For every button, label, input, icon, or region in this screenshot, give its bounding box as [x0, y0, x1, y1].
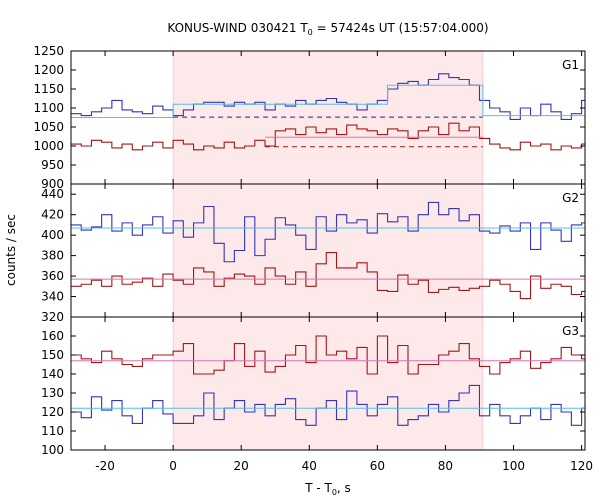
panel-g3: 100 110 120 130 140 150 160 G3 — [41, 316, 586, 457]
x-tick-label: -20 — [95, 459, 115, 473]
y-tick-label: 440 — [41, 187, 64, 201]
x-axis-label-subscript: 0 — [332, 488, 337, 497]
panel-g1: 900 950 1000 1050 1100 1150 1200 1250 G1 — [33, 44, 586, 191]
x-axis-label: T - T0, s — [304, 481, 351, 497]
y-tick-label: 160 — [41, 329, 64, 343]
panel-frame — [70, 316, 586, 451]
x-tick-label: 20 — [234, 459, 249, 473]
y-axis-label: counts / sec — [4, 214, 18, 286]
y-tick-label: 320 — [41, 310, 64, 324]
y-tick-label: 1250 — [33, 44, 64, 58]
x-tick-label: 0 — [169, 459, 177, 473]
y-tick-label: 380 — [41, 249, 64, 263]
panels: 900950100010501100115012001250G132034036… — [33, 44, 593, 473]
y-tick-label: 1050 — [33, 120, 64, 134]
x-axis-label-suffix: , s — [337, 481, 351, 495]
y-tick-label: 900 — [41, 177, 64, 191]
panel-g2: 320 340 360 380 400 420 440 G2 — [41, 183, 586, 324]
y-tick-label: 100 — [41, 443, 64, 457]
panel-label: G3 — [562, 324, 579, 338]
series-blue — [71, 201, 585, 263]
y-tick-label: 150 — [41, 348, 64, 362]
y-tick-label: 420 — [41, 208, 64, 222]
y-tick-label: 120 — [41, 405, 64, 419]
series-blue — [71, 384, 585, 426]
series-red — [71, 251, 585, 300]
shaded-interval — [173, 184, 483, 317]
y-tick-label: 110 — [41, 424, 64, 438]
y-tick-label: 140 — [41, 367, 64, 381]
x-tick-label: 80 — [438, 459, 453, 473]
y-tick-label: 340 — [41, 290, 64, 304]
y-tick-label: 1100 — [33, 101, 64, 115]
chart-title-subscript: 0 — [308, 28, 313, 37]
series-cyan — [71, 84, 585, 118]
y-tick-label: 1200 — [33, 63, 64, 77]
x-tick-label: 60 — [370, 459, 385, 473]
y-tick-label: 1150 — [33, 82, 64, 96]
x-tick-label: 100 — [502, 459, 525, 473]
chart-title-suffix: = 57424s UT (15:57:04.000) — [313, 21, 489, 35]
x-tick-label: 120 — [570, 459, 593, 473]
series-red — [71, 122, 585, 151]
x-tick-label: 40 — [302, 459, 317, 473]
series-red — [71, 335, 585, 375]
y-tick-label: 1000 — [33, 139, 64, 153]
y-tick-label: 950 — [41, 158, 64, 172]
panel-label: G1 — [562, 58, 579, 72]
series-blue — [71, 73, 585, 120]
y-tick-label: 360 — [41, 269, 64, 283]
y-tick-label: 400 — [41, 228, 64, 242]
chart-title: KONUS-WIND 030421 T0 = 57424s UT (15:57:… — [167, 21, 488, 37]
panel-label: G2 — [562, 191, 579, 205]
shaded-interval — [173, 317, 483, 450]
y-tick-label: 130 — [41, 386, 64, 400]
